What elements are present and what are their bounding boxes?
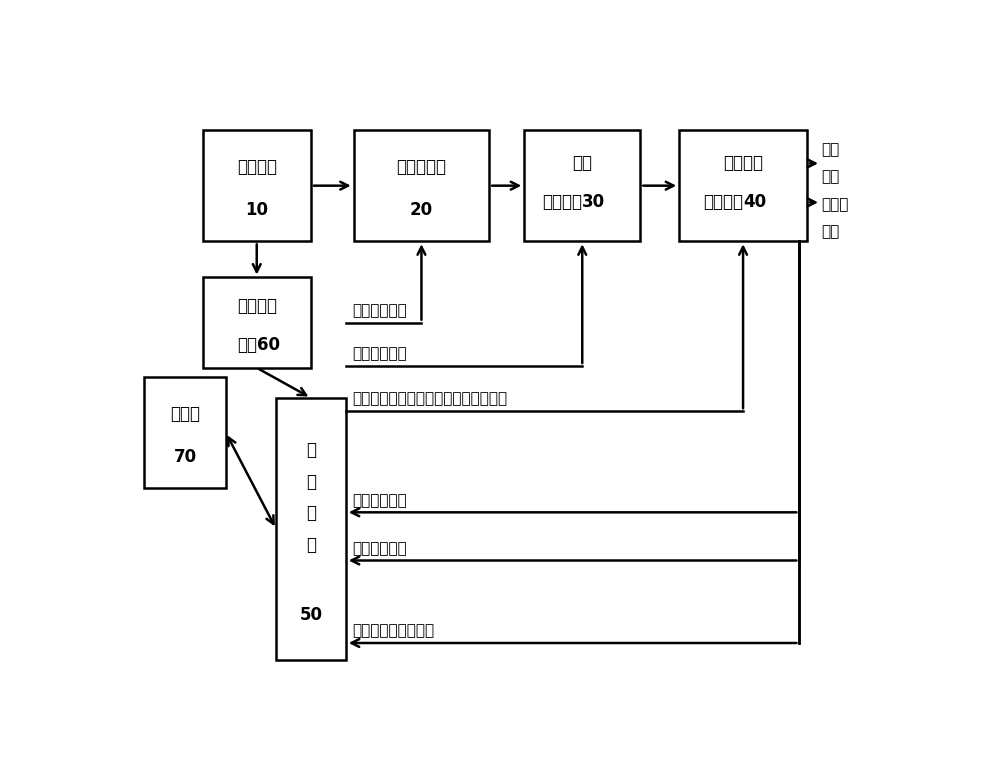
Text: 上位机: 上位机 [170,404,200,422]
Text: 输出反馈控制: 输出反馈控制 [352,346,407,361]
Text: 10: 10 [245,201,268,219]
Text: 预稳压单元: 预稳压单元 [396,158,446,176]
Text: 40: 40 [743,193,766,211]
Text: 电极: 电极 [821,224,839,239]
Text: 分离腔: 分离腔 [821,197,848,212]
FancyBboxPatch shape [276,398,346,660]
Text: 元: 元 [306,536,316,554]
Text: 20: 20 [410,201,433,219]
Text: 70: 70 [174,448,197,466]
FancyBboxPatch shape [202,278,311,368]
Text: 输出单元: 输出单元 [703,193,743,211]
Text: 换能单元: 换能单元 [542,193,582,211]
FancyBboxPatch shape [679,130,807,242]
Text: 制: 制 [306,473,316,491]
Text: 开关: 开关 [572,154,592,172]
Text: 控制开启或断开输出: 控制开启或断开输出 [352,623,434,638]
Text: 辅助电源: 辅助电源 [237,297,277,315]
Text: 50: 50 [300,606,322,624]
Text: 直流电源控制: 直流电源控制 [352,303,407,318]
FancyBboxPatch shape [202,130,311,242]
Text: 控: 控 [306,441,316,459]
FancyBboxPatch shape [144,377,226,488]
Text: 系统: 系统 [821,170,839,185]
Text: 电流采样信号: 电流采样信号 [352,493,407,508]
Text: 控制高压脉冲信号的逆变频率和占空比: 控制高压脉冲信号的逆变频率和占空比 [352,392,507,407]
Text: 60: 60 [257,336,280,354]
Text: 电泳: 电泳 [821,142,839,157]
Text: 输入单元: 输入单元 [237,158,277,176]
Text: 30: 30 [582,193,605,211]
FancyBboxPatch shape [524,130,640,242]
Text: 电压采样信号: 电压采样信号 [352,541,407,556]
Text: 单: 单 [306,504,316,522]
FancyBboxPatch shape [354,130,489,242]
Text: 单元: 单元 [237,336,257,354]
Text: 高压变换: 高压变换 [723,154,763,172]
